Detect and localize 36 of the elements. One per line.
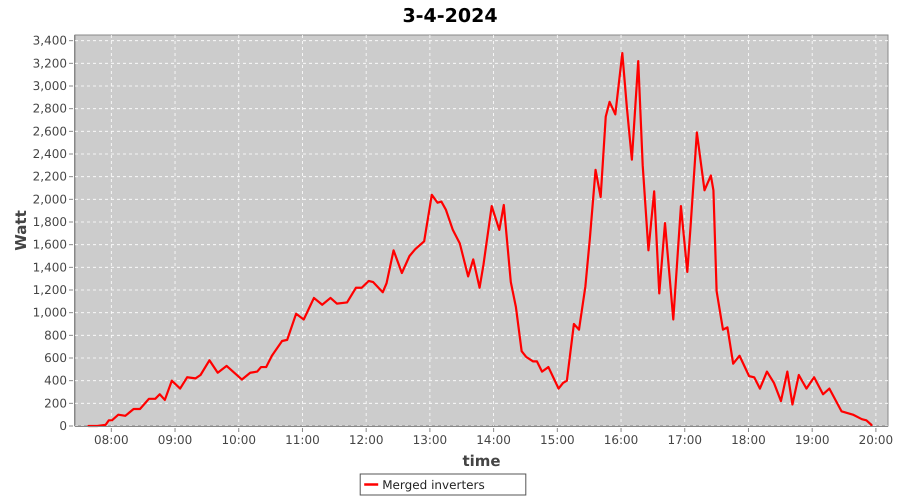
- y-tick-label: 2,200: [32, 170, 67, 184]
- y-tick-label: 2,600: [32, 124, 67, 138]
- x-tick-label: 10:00: [221, 433, 256, 447]
- y-tick-label: 3,400: [32, 34, 67, 48]
- y-tick-label: 1,600: [32, 238, 67, 252]
- x-tick-label: 19:00: [794, 433, 830, 447]
- x-axis-title: time: [462, 452, 501, 470]
- y-tick-label: 1,000: [32, 306, 67, 320]
- x-tick-label: 13:00: [412, 433, 448, 447]
- line-series: [87, 52, 873, 428]
- x-tick-label: 11:00: [285, 433, 320, 447]
- y-tick-label: 2,400: [32, 147, 67, 161]
- x-tick-label: 17:00: [667, 433, 702, 447]
- y-tick-label: 1,400: [32, 260, 67, 274]
- y-tick-label: 800: [44, 328, 67, 342]
- x-tick-label: 08:00: [94, 433, 129, 447]
- legend-label: Merged inverters: [382, 478, 485, 492]
- x-tick-label: 15:00: [540, 433, 575, 447]
- y-tick-label: 3,000: [32, 79, 67, 93]
- y-tick-label: 600: [44, 351, 67, 365]
- x-tick-label: 20:00: [858, 433, 894, 447]
- x-tick-label: 12:00: [348, 433, 384, 447]
- y-tick-label: 2,000: [32, 192, 67, 206]
- x-tick-label: 14:00: [476, 433, 511, 447]
- y-tick-label: 200: [44, 396, 67, 410]
- x-tick-label: 16:00: [604, 433, 638, 447]
- y-tick-label: 1,800: [32, 215, 67, 229]
- y-tick-label: 1,200: [32, 283, 67, 297]
- y-tick-label: 400: [44, 374, 67, 388]
- y-tick-label: 3,200: [32, 56, 67, 70]
- x-tick-label: 18:00: [731, 433, 766, 447]
- y-tick-label: 2,800: [32, 102, 67, 116]
- y-tick-label: 0: [59, 419, 67, 433]
- x-tick-label: 09:00: [158, 433, 192, 447]
- chart-title: 3-4-2024: [402, 5, 498, 27]
- y-axis-title: Watt: [12, 210, 30, 251]
